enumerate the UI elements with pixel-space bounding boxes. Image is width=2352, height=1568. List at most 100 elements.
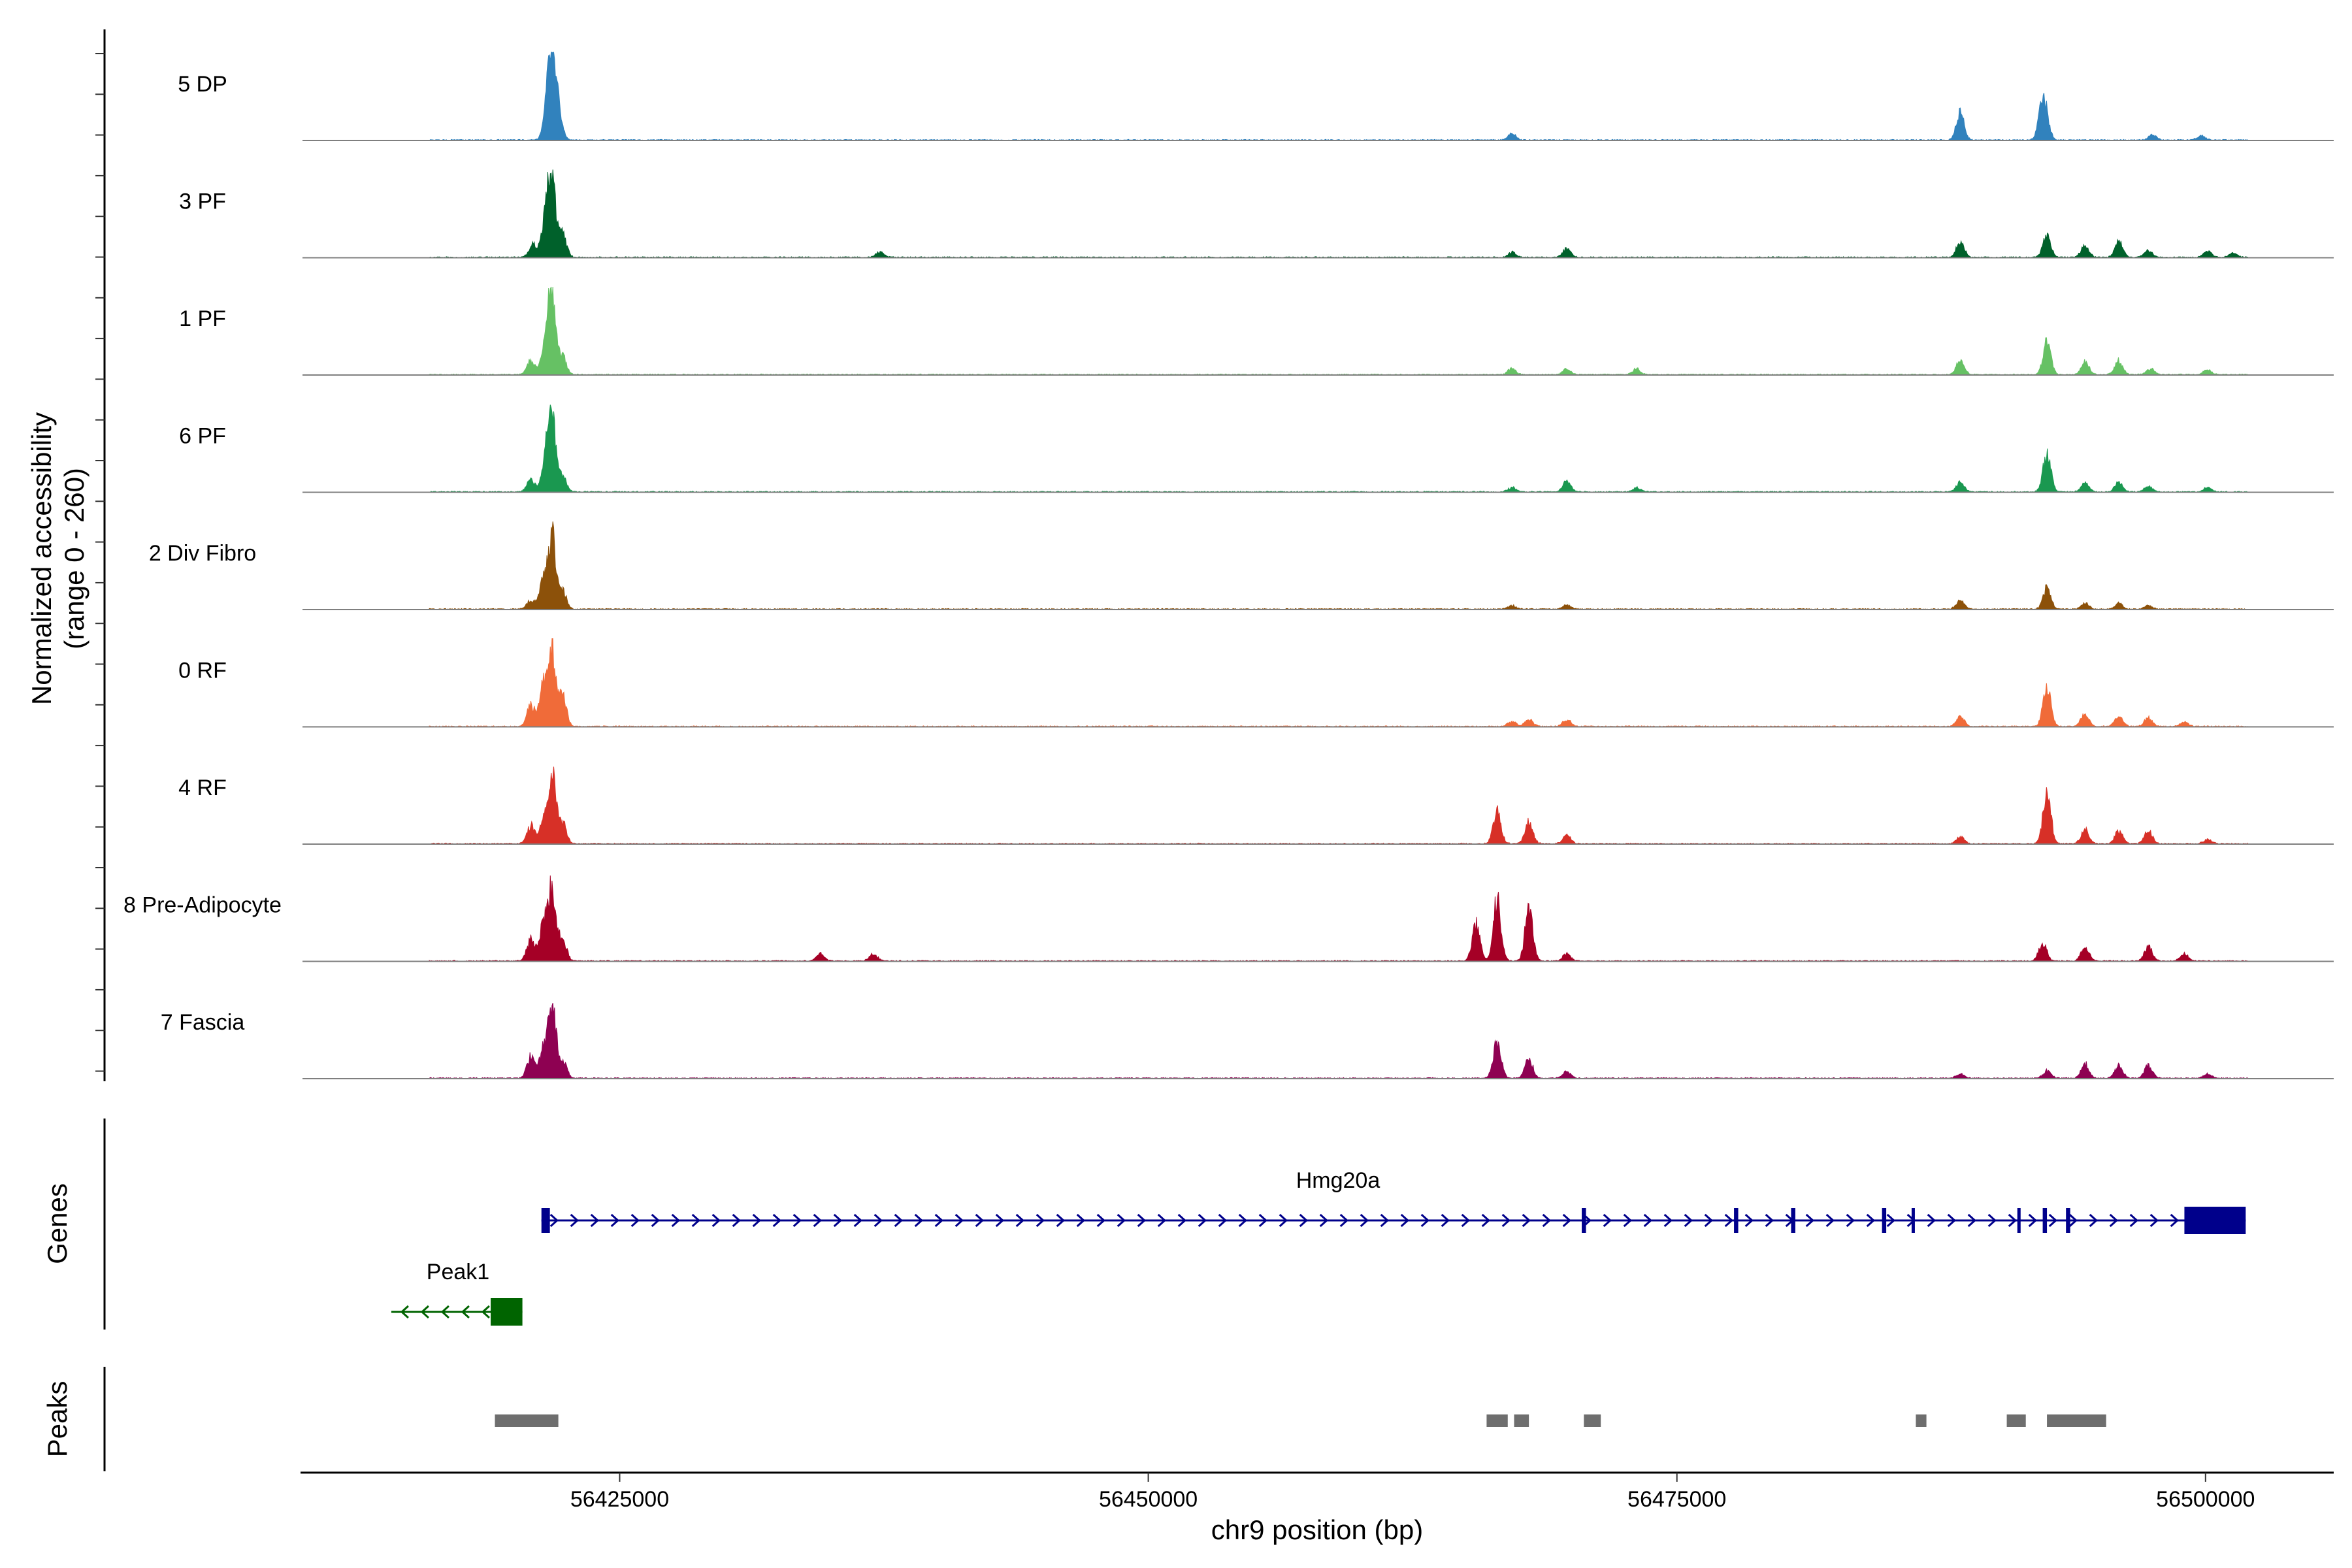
peaks-panel-title: Peaks — [42, 1381, 73, 1458]
x-tick-label: 56450000 — [1099, 1487, 1198, 1512]
track-0-rf: 0 RF — [178, 638, 2334, 728]
gene-exon — [1911, 1208, 1915, 1233]
strand-chevron — [1441, 1213, 1450, 1228]
strand-chevron — [853, 1213, 862, 1228]
gene-exon — [2066, 1208, 2070, 1233]
strand-chevron — [1603, 1213, 1612, 1228]
strand-chevron — [2149, 1213, 2159, 1228]
strand-chevron — [833, 1213, 842, 1228]
coverage-area — [429, 404, 2248, 493]
strand-chevron — [2109, 1213, 2118, 1228]
strand-chevron — [671, 1213, 680, 1228]
x-tick-label: 56425000 — [570, 1487, 669, 1512]
coverage-area — [429, 1002, 2248, 1079]
strand-chevron — [1522, 1213, 1531, 1228]
strand-chevron — [691, 1213, 700, 1228]
strand-chevron — [975, 1213, 984, 1228]
gene-exon — [1882, 1208, 1887, 1233]
strand-chevron — [1684, 1213, 1693, 1228]
peak-region — [1916, 1414, 1927, 1427]
gene-name-label: Hmg20a — [1296, 1168, 1380, 1193]
strand-chevron — [651, 1213, 660, 1228]
gene-hmg20a: Hmg20a — [541, 1168, 2246, 1234]
strand-chevron — [1623, 1213, 1632, 1228]
track-label: 3 PF — [179, 189, 226, 214]
gene-exon — [1582, 1208, 1586, 1233]
strand-chevron — [1056, 1213, 1065, 1228]
track-label: 0 RF — [178, 659, 227, 683]
track-1-pf: 1 PF — [179, 286, 2334, 376]
track-6-pf: 6 PF — [179, 404, 2334, 493]
strand-chevron — [1562, 1213, 1571, 1228]
track-label: 1 PF — [179, 306, 226, 331]
strand-chevron — [914, 1213, 923, 1228]
strand-chevron — [1096, 1213, 1105, 1228]
strand-chevron — [1339, 1213, 1348, 1228]
strand-chevron — [1218, 1213, 1227, 1228]
strand-chevron — [461, 1305, 470, 1319]
strand-chevron — [1117, 1213, 1126, 1228]
strand-chevron — [630, 1213, 640, 1228]
strand-chevron — [995, 1213, 1004, 1228]
strand-chevron — [1360, 1213, 1369, 1228]
strand-chevron — [1481, 1213, 1490, 1228]
coverage-tracks: 5 DP 3 PF 1 PF 6 PF 2 Div Fibro 0 RF 4 RF 8 Pre… — [123, 52, 2334, 1079]
strand-chevron — [2170, 1213, 2179, 1228]
strand-chevron — [792, 1213, 802, 1228]
strand-chevron — [1137, 1213, 1146, 1228]
strand-chevron — [1846, 1213, 1855, 1228]
peak-region — [495, 1414, 559, 1427]
y-axis-title-line2: (range 0 - 260) — [59, 468, 90, 649]
track-7-fascia: 7 Fascia — [161, 1002, 2334, 1079]
strand-chevron — [1542, 1213, 1551, 1228]
strand-chevron — [1927, 1213, 1936, 1228]
strand-chevron — [420, 1305, 429, 1319]
gene-exon — [2042, 1208, 2048, 1233]
strand-chevron — [1744, 1213, 1754, 1228]
strand-chevron — [1420, 1213, 1429, 1228]
strand-chevron — [2008, 1213, 2017, 1228]
strand-chevron — [1501, 1213, 1511, 1228]
strand-chevron — [2028, 1213, 2037, 1228]
strand-chevron — [1319, 1213, 1328, 1228]
strand-chevron — [1279, 1213, 1288, 1228]
strand-chevron — [1177, 1213, 1186, 1228]
strand-chevron — [400, 1305, 409, 1319]
coverage-area — [429, 169, 2248, 259]
strand-chevron — [732, 1213, 741, 1228]
gene-exon — [541, 1208, 550, 1233]
track-label: 2 Div Fibro — [149, 541, 256, 566]
strand-chevron — [610, 1213, 619, 1228]
coverage-area — [428, 52, 2248, 141]
strand-chevron — [894, 1213, 903, 1228]
strand-chevron — [874, 1213, 883, 1228]
coverage-area — [429, 521, 2248, 610]
strand-chevron — [1663, 1213, 1673, 1228]
strand-chevron — [1987, 1213, 1997, 1228]
genes-panel-title: Genes — [42, 1183, 73, 1264]
track-label: 6 PF — [179, 424, 226, 449]
track-label: 8 Pre-Adipocyte — [123, 893, 282, 918]
track-label: 5 DP — [178, 72, 227, 97]
strand-chevron — [1299, 1213, 1308, 1228]
strand-chevron — [813, 1213, 822, 1228]
gene-exon — [2017, 1208, 2021, 1233]
x-axis-title: chr9 position (bp) — [1211, 1514, 1424, 1545]
gene-exon — [1791, 1208, 1795, 1233]
peak-region — [2047, 1414, 2106, 1427]
strand-chevron — [1704, 1213, 1713, 1228]
track-4-rf: 4 RF — [178, 766, 2334, 845]
strand-chevron — [1886, 1213, 1895, 1228]
strand-chevron — [1866, 1213, 1875, 1228]
strand-chevron — [440, 1305, 449, 1319]
strand-chevron — [2089, 1213, 2098, 1228]
x-tick-label: 56500000 — [2156, 1487, 2255, 1512]
gene-exon — [1734, 1208, 1739, 1233]
strand-chevron — [1461, 1213, 1470, 1228]
strand-chevron — [1765, 1213, 1774, 1228]
track-5-dp: 5 DP — [178, 52, 2334, 141]
strand-chevron — [570, 1213, 579, 1228]
strand-chevron — [1258, 1213, 1267, 1228]
gene-peak1: Peak1 — [391, 1260, 523, 1326]
